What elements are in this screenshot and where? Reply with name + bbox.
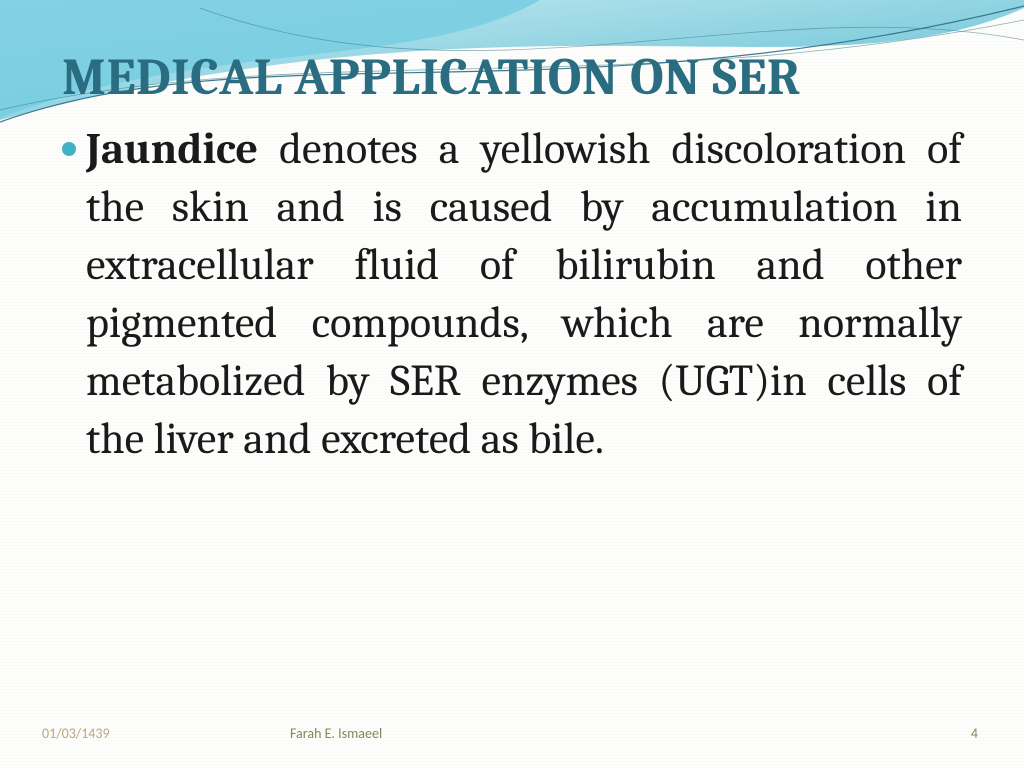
bullet-dot-icon [62,142,76,156]
footer-page-number: 4 [971,725,978,742]
slide-title: MEDICAL APPLICATION ON SER [62,48,962,108]
slide-content: MEDICAL APPLICATION ON SER Jaundice deno… [62,48,962,468]
footer-date: 01/03/1439 [42,725,110,742]
footer-author: Farah E. Ismaeel [290,725,382,742]
bullet-text: Jaundice denotes a yellowish discolorati… [86,120,962,468]
bullet-item: Jaundice denotes a yellowish discolorati… [62,120,962,468]
slide-footer: 01/03/1439 Farah E. Ismaeel 4 [0,720,1024,742]
bullet-lead-word: Jaundice [86,123,258,174]
bullet-body: denotes a yellowish discoloration of the… [86,123,962,464]
